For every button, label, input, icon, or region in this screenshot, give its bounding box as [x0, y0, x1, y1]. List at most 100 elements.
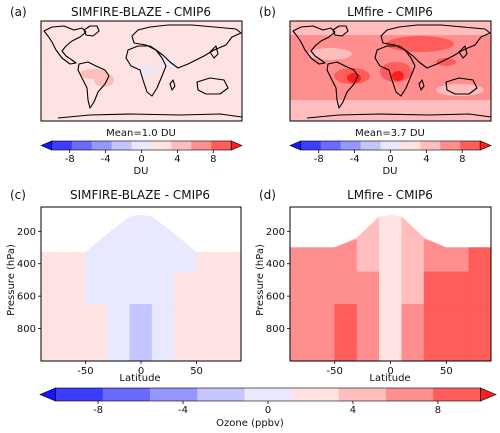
map-b-region-eurasia [386, 36, 454, 52]
panel-d-cell [334, 271, 358, 305]
panel-d-cell [356, 304, 380, 362]
panel-d-cell [423, 239, 447, 273]
colorbar-a-bin [111, 141, 132, 150]
colorbar-b-tick-label: 8 [459, 154, 465, 165]
panel-d-ylabel: Pressure (hPa) [255, 244, 266, 316]
panel-d-ytick-label: 600 [266, 292, 285, 303]
colorbar-b-extend-low [289, 140, 302, 151]
map-b-region-antarctic [290, 100, 491, 121]
panel-c-xtick-label: 50 [190, 366, 203, 377]
panel-d-cell [312, 271, 335, 305]
panel-c-cell [218, 304, 242, 362]
colorbar-bottom-bin [102, 388, 151, 401]
panel-c-cell [62, 271, 86, 305]
colorbar-bottom-tick-label: 0 [265, 405, 271, 416]
colorbar-a-bin [131, 141, 152, 150]
map-a-region-asia-low [164, 61, 176, 67]
panel-a-map [41, 21, 242, 121]
panel-b-frame [289, 20, 492, 122]
colorbar-a-tick-label: -8 [65, 154, 75, 165]
colorbar-a-tick-label: 4 [174, 154, 180, 165]
colorbar-a-extend-low [40, 140, 53, 151]
panel-d-ytick-label: 200 [266, 227, 285, 238]
colorbar-a-bin [151, 141, 172, 150]
panel-c-cell [40, 252, 64, 273]
panel-d-cell [390, 239, 402, 273]
colorbar-a: -8 -4 0 4 8 [40, 140, 243, 165]
panel-d-cell [401, 271, 425, 305]
colorbar-b-bin [320, 141, 341, 150]
panel-c-cell [151, 239, 175, 273]
panel-c-ytick-label: 400 [17, 259, 36, 270]
colorbar-bottom-bin [55, 388, 104, 401]
panel-d-cell [289, 247, 313, 273]
colorbar-a-label: DU [133, 166, 148, 177]
panel-d-cell [446, 271, 469, 305]
colorbar-bottom-extend-high [480, 387, 497, 402]
panel-d-cell [289, 304, 313, 362]
map-b-region-south-pacific [436, 84, 484, 96]
panel-a-title: SIMFIRE-BLAZE - CMIP6 [71, 5, 211, 19]
panel-d-cell [334, 304, 358, 362]
panel-d-cell [468, 304, 492, 362]
colorbar-a-extend-high [230, 140, 243, 151]
map-b-region-africa-max [392, 71, 404, 81]
colorbar-bottom-label: Ozone (ppbv) [216, 418, 284, 429]
colorbar-bottom-bin [197, 388, 245, 401]
panel-d-cell [423, 271, 447, 305]
panel-d-cell [379, 271, 391, 305]
colorbar-b-bin [300, 141, 322, 150]
panel-c-cell [218, 271, 242, 305]
colorbar-b-bin [340, 141, 361, 150]
panel-d-cell [468, 271, 492, 305]
panel-c-cell [196, 304, 220, 362]
colorbar-b-tick-label: 0 [387, 154, 393, 165]
panel-d-cell [334, 239, 358, 273]
colorbar-bottom-extend-low [39, 387, 56, 402]
colorbar-a-tick-label: 0 [138, 154, 144, 165]
colorbar-bottom-bin [244, 388, 292, 401]
colorbar-b-tick-label: 4 [423, 154, 429, 165]
panel-d-title: LMfire - CMIP6 [347, 188, 433, 202]
panel-d-xtick-label: -50 [326, 366, 342, 377]
panel-c-cell [62, 252, 86, 273]
panel-c-cell [85, 271, 108, 305]
coastlines-a [43, 24, 242, 119]
panel-d-cell [446, 247, 469, 273]
panel-c-ytick-label: 200 [17, 227, 36, 238]
panel-c-ytick-label: 800 [17, 324, 36, 335]
colorbar-b: -8 -4 0 4 8 [289, 140, 492, 165]
colorbar-a-bin [191, 141, 212, 150]
colorbar-b-tick-label: -4 [350, 154, 360, 165]
panel-c-cell [62, 304, 86, 362]
colorbar-a-bin [51, 141, 73, 150]
panel-c-xlabel: Latitude [119, 373, 160, 384]
panel-d-xtick-label: 0 [387, 366, 393, 377]
colorbar-bottom-tick-label: 8 [435, 405, 441, 416]
map-a-region-africa-low [139, 66, 157, 74]
panel-c-cell [129, 239, 142, 273]
map-b-region-se-asia [436, 58, 456, 66]
panel-d-cell [423, 304, 447, 362]
colorbar-bottom-bin [291, 388, 340, 401]
colorbar-b-extend-high [479, 140, 492, 151]
panel-d-cell [401, 239, 425, 273]
panel-c-ytick-label: 600 [17, 292, 36, 303]
panel-d-cell [379, 214, 391, 240]
panel-c-cell [40, 271, 64, 305]
panel-c-cell [129, 304, 142, 362]
panel-d-cell [312, 304, 335, 362]
panel-d-plot: 200 400 600 800 -50 0 50 [266, 206, 492, 377]
panel-d-cell [289, 271, 313, 305]
panel-c-cell [85, 304, 108, 362]
panel-c-cell [107, 239, 131, 273]
panel-d-ytick-label: 400 [266, 259, 285, 270]
panel-c-cell [140, 239, 153, 273]
panel-c-cell [151, 216, 175, 240]
panel-d-cell [312, 247, 335, 273]
colorbar-a-bin [91, 141, 112, 150]
panel-c-cell [107, 216, 131, 240]
colorbar-bottom-tick-label: -4 [178, 405, 188, 416]
panel-d-cell [401, 304, 425, 362]
panel-c-xtick-label: -50 [77, 366, 93, 377]
